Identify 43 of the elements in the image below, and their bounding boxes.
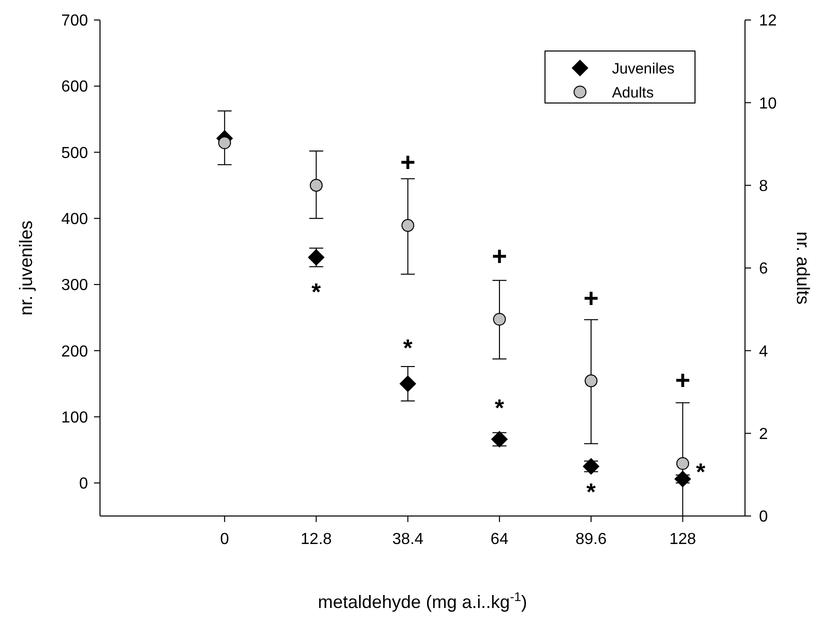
point [493,312,506,326]
y2-tick-label: 4 [759,343,768,360]
point [676,457,690,470]
annotation: * [403,335,414,362]
point [218,136,232,150]
y-tick-label: 700 [61,12,88,30]
y2-axis-title: nr. adults [793,231,813,305]
y2-tick-label: 12 [759,12,777,30]
y2-tick-label: 2 [759,426,768,443]
y2-tick-label: 6 [759,260,768,278]
y-tick-label: 600 [61,78,88,96]
annotation: + [492,241,508,271]
x-tick-label: 0 [220,531,230,548]
legend-label: Adults [612,84,654,102]
y-tick-label: 500 [61,144,88,162]
legend-label: Juveniles [612,60,675,78]
annotation: * [312,279,322,306]
annotation: * [586,479,596,506]
x-tick-label: 64 [490,531,508,548]
x-tick-label: 89.6 [576,531,607,548]
x-axis-title: metaldehyde (mg a.i..kg$^{-1}$) [318,590,528,612]
point [584,374,598,388]
y-tick-label: 300 [61,277,88,294]
point [310,178,323,192]
y-axis-title: nr. juveniles [16,220,36,316]
y-tick-label: 0 [79,476,88,493]
y-tick-label: 200 [61,343,88,360]
y-tick-label: 100 [61,409,88,426]
y2-tick-label: 10 [759,95,777,112]
y2-tick-label: 8 [759,178,768,195]
annotation: + [400,147,416,177]
annotation: * [696,459,706,486]
annotation: * [494,395,505,422]
x-tick-label: 12.8 [300,531,332,548]
x-tick-label: 128 [669,531,696,548]
point [399,375,416,392]
x-tick-label: 38.4 [392,531,424,548]
annotation: + [583,283,599,313]
annotation: + [675,365,690,395]
point [401,219,414,232]
y-tick-label: 400 [61,211,88,228]
point [674,470,692,488]
y2-tick-label: 0 [759,508,768,526]
